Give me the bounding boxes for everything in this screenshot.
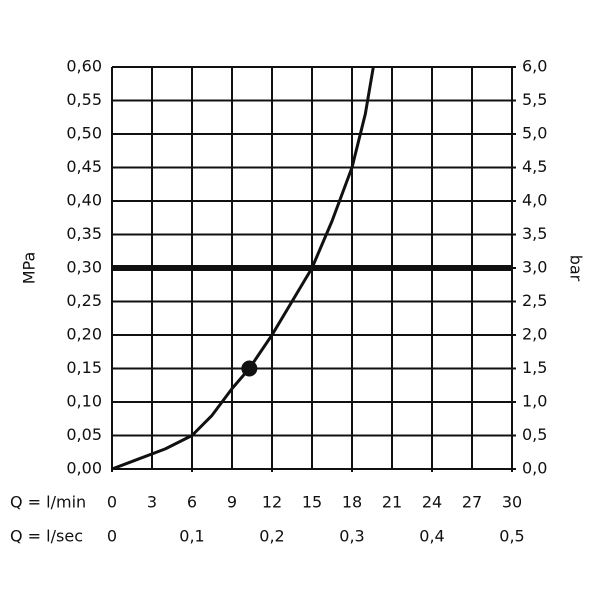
curve (111, 66, 375, 471)
y-tick-label: 0,05 (66, 425, 102, 444)
y-tick-label: 0,55 (66, 90, 102, 109)
y-tick-label: 0,25 (66, 291, 102, 310)
y2-tick-label: 3,0 (522, 258, 547, 277)
y2-tick-label: 5,5 (522, 90, 547, 109)
y2-tick-label: 4,0 (522, 191, 547, 210)
y2-tick-label: 6,0 (522, 57, 547, 76)
y2-tick-label: 1,5 (522, 358, 547, 377)
y-tick-label: 0,60 (66, 57, 102, 76)
x2-tick-label: 0,2 (259, 527, 284, 546)
y2-tick-label: 4,5 (522, 157, 547, 176)
x-tick-label: 27 (462, 493, 482, 512)
y-tick-label: 0,40 (66, 191, 102, 210)
y2-tick-label: 2,5 (522, 291, 547, 310)
x-tick-label: 21 (382, 493, 402, 512)
y-tick-label: 0,15 (66, 358, 102, 377)
x-tick-label: 30 (502, 493, 522, 512)
y-tick-label: 0,30 (66, 258, 102, 277)
x-tick-label: 24 (422, 493, 442, 512)
y2-tick-label: 3,5 (522, 224, 547, 243)
y-tick-label: 0,00 (66, 459, 102, 478)
x2-row-label: Q = l/sec (10, 527, 83, 546)
x2-tick-label: 0,4 (419, 527, 444, 546)
y2-tick-label: 1,0 (522, 392, 547, 411)
x-tick-label: 0 (107, 493, 117, 512)
x-row-label: Q = l/min (10, 493, 86, 512)
x2-tick-label: 0,1 (179, 527, 204, 546)
y-axis-label: MPa (20, 252, 39, 285)
x-tick-label: 6 (187, 493, 197, 512)
y2-axis-label: bar (567, 255, 586, 282)
x2-tick-label: 0 (107, 527, 117, 546)
x-tick-label: 9 (227, 493, 237, 512)
x2-tick-label: 0,3 (339, 527, 364, 546)
y2-tick-label: 2,0 (522, 325, 547, 344)
x-tick-label: 15 (302, 493, 322, 512)
y-tick-label: 0,45 (66, 157, 102, 176)
y2-tick-label: 0,5 (522, 425, 547, 444)
marker (241, 360, 258, 377)
y-tick-label: 0,50 (66, 124, 102, 143)
y-tick-label: 0,35 (66, 224, 102, 243)
x-tick-label: 18 (342, 493, 362, 512)
x2-tick-label: 0,5 (499, 527, 524, 546)
y-tick-label: 0,10 (66, 392, 102, 411)
y2-tick-label: 5,0 (522, 124, 547, 143)
x-tick-label: 12 (262, 493, 282, 512)
y-tick-label: 0,20 (66, 325, 102, 344)
y2-tick-label: 0,0 (522, 459, 547, 478)
x-tick-label: 3 (147, 493, 157, 512)
